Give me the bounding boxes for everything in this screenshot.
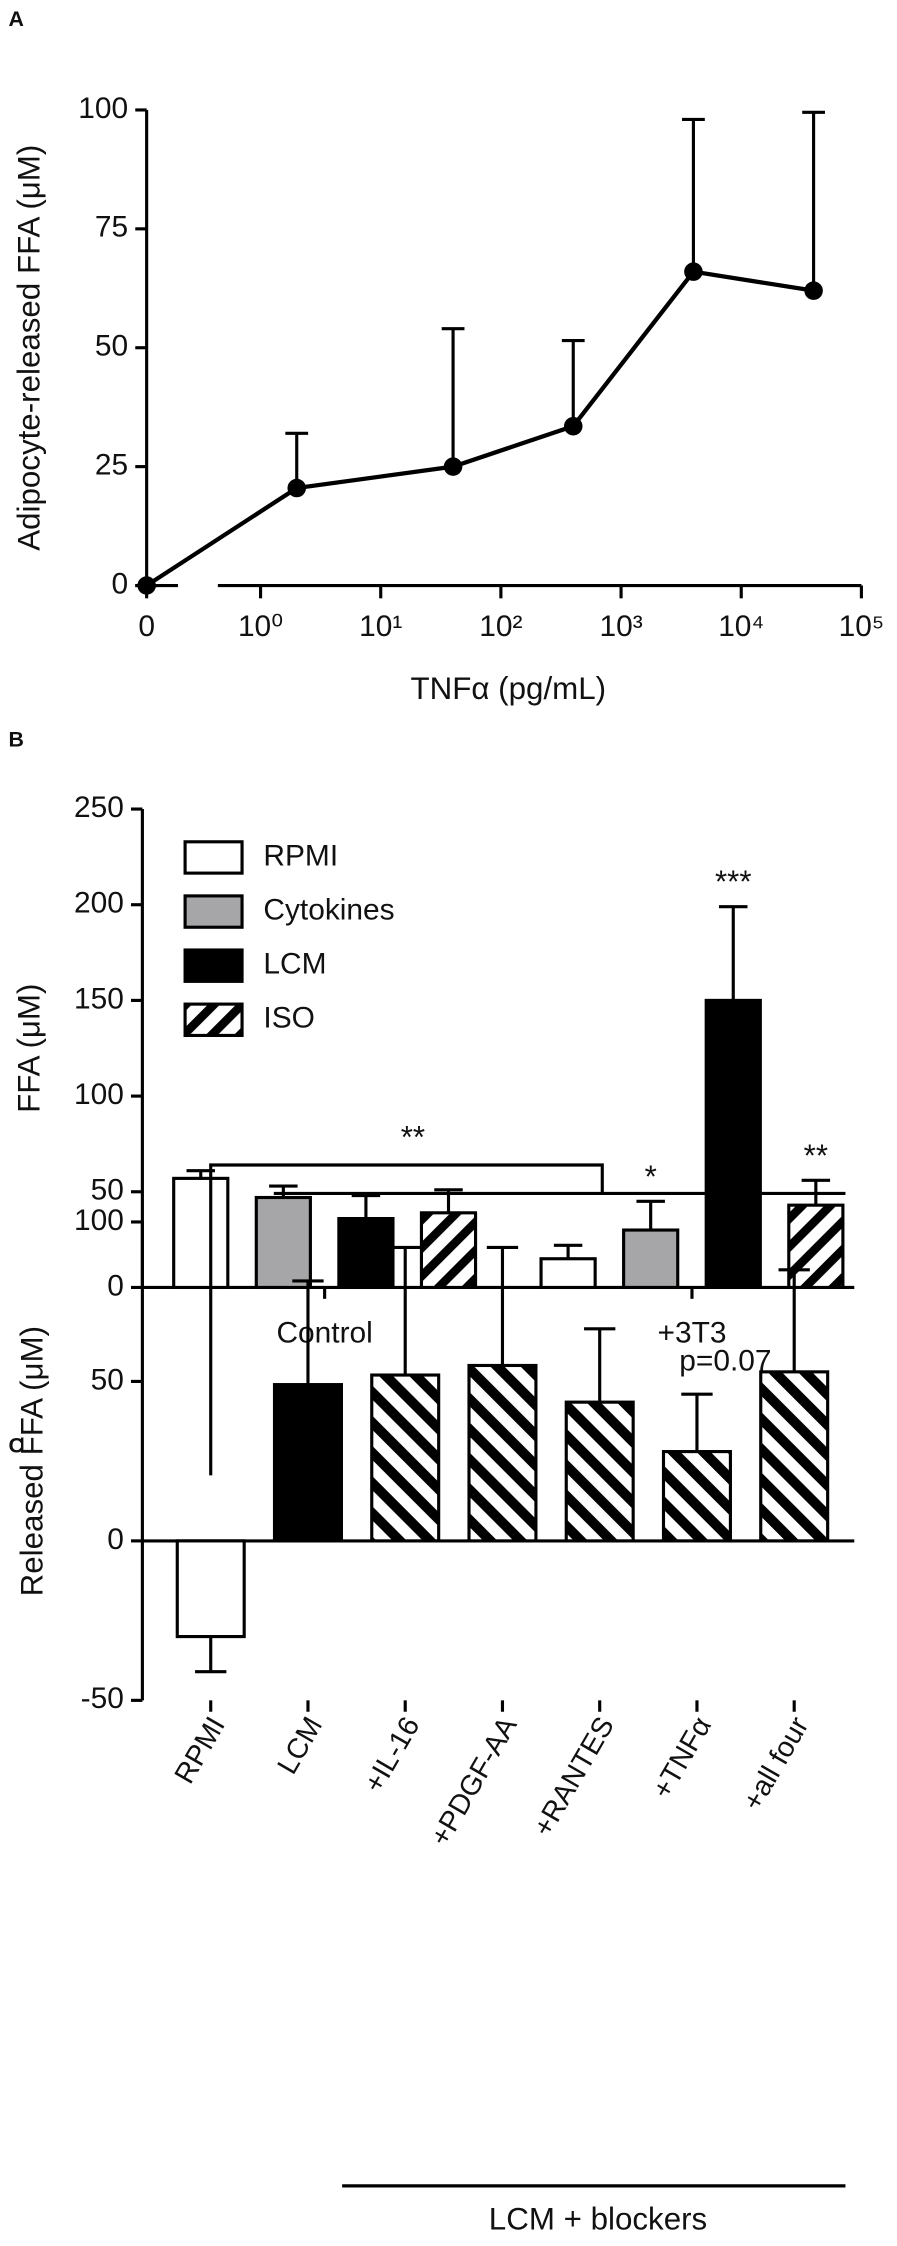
x-tick-label: LCM <box>271 1712 329 1780</box>
y-tick-label: 100 <box>74 1204 124 1237</box>
bar <box>622 1228 680 1290</box>
y-tick-label: 0 <box>112 567 129 600</box>
bracket <box>209 1163 604 1476</box>
bar <box>370 1373 441 1543</box>
x-tick-label: 10⁴ <box>718 610 764 643</box>
bar <box>254 1195 312 1290</box>
legend-label: ISO <box>263 1002 315 1035</box>
y-axis-title: FFA (μM) <box>12 984 47 1113</box>
y-tick-label: 50 <box>91 1363 124 1396</box>
bar <box>661 1450 732 1543</box>
y-tick-label: 75 <box>95 211 128 244</box>
data-point <box>443 457 463 476</box>
x-tick-label: 10⁰ <box>238 610 283 643</box>
y-axis-title: Released FFA (μM) <box>14 1326 49 1596</box>
data-point <box>287 478 306 498</box>
bar <box>172 1176 230 1290</box>
x-tick-label: +TNFα <box>646 1712 718 1805</box>
panel-label: B <box>9 727 24 751</box>
bar <box>564 1400 635 1543</box>
bar <box>787 1203 845 1290</box>
bar <box>419 1211 478 1290</box>
legend-label: LCM <box>263 948 326 981</box>
y-tick-label: -50 <box>81 1682 124 1715</box>
bar <box>704 998 762 1290</box>
legend-swatch <box>183 840 244 875</box>
legend-swatch <box>183 1002 244 1038</box>
y-tick-label: 0 <box>107 1269 124 1302</box>
x-tick-label: 10² <box>479 610 522 643</box>
bar <box>175 1539 246 1639</box>
y-tick-label: 50 <box>91 1174 124 1207</box>
data-point <box>137 576 156 595</box>
y-tick-label: 25 <box>95 449 128 482</box>
bar <box>759 1370 830 1543</box>
x-tick-label: Control <box>276 1316 372 1349</box>
legend-label: Cytokines <box>263 893 394 926</box>
bar <box>539 1257 597 1290</box>
bracket-label: ** <box>401 1120 425 1155</box>
y-tick-label: 50 <box>95 330 128 363</box>
significance-label: *** <box>715 864 752 899</box>
panel-label: C <box>9 1434 24 1458</box>
x-tick-label: 10⁵ <box>839 610 885 643</box>
data-line <box>145 269 814 588</box>
x-tick-label: 0 <box>138 610 155 643</box>
data-point <box>684 262 703 281</box>
y-tick-label: 0 <box>107 1523 124 1556</box>
bar <box>272 1383 343 1543</box>
bar <box>337 1216 395 1290</box>
y-tick-label: 100 <box>78 92 128 125</box>
legend-label: RPMI <box>263 839 338 872</box>
x-tick-label: +3T3 <box>657 1316 726 1349</box>
bar <box>467 1363 538 1543</box>
group-label: LCM + blockers <box>489 2202 707 2237</box>
x-tick-label: +PDGF-AA <box>424 1712 523 1852</box>
x-tick-label: RPMI <box>169 1712 232 1790</box>
x-axis-title: TNFα (pg/mL) <box>411 671 607 706</box>
legend-swatch <box>183 894 244 929</box>
panel-label: A <box>9 7 24 31</box>
legend-swatch <box>183 948 244 983</box>
y-tick-label: 200 <box>74 887 124 920</box>
annotation: p=0.07 <box>679 1345 771 1378</box>
x-tick-label: +all four <box>737 1712 816 1816</box>
significance-label: * <box>645 1159 657 1194</box>
y-tick-label: 250 <box>74 791 124 824</box>
data-point <box>563 416 583 436</box>
x-tick-label: 10¹ <box>359 610 402 643</box>
y-tick-label: 150 <box>74 982 124 1015</box>
y-tick-label: 100 <box>74 1078 124 1111</box>
y-axis-title: Adipocyte-released FFA (μM) <box>12 145 47 551</box>
x-tick-label: +IL-16 <box>358 1712 426 1799</box>
x-tick-label: +RANTES <box>527 1712 621 1842</box>
data-point <box>804 281 823 300</box>
significance-label: ** <box>804 1138 828 1173</box>
x-tick-label: 10³ <box>599 610 642 643</box>
